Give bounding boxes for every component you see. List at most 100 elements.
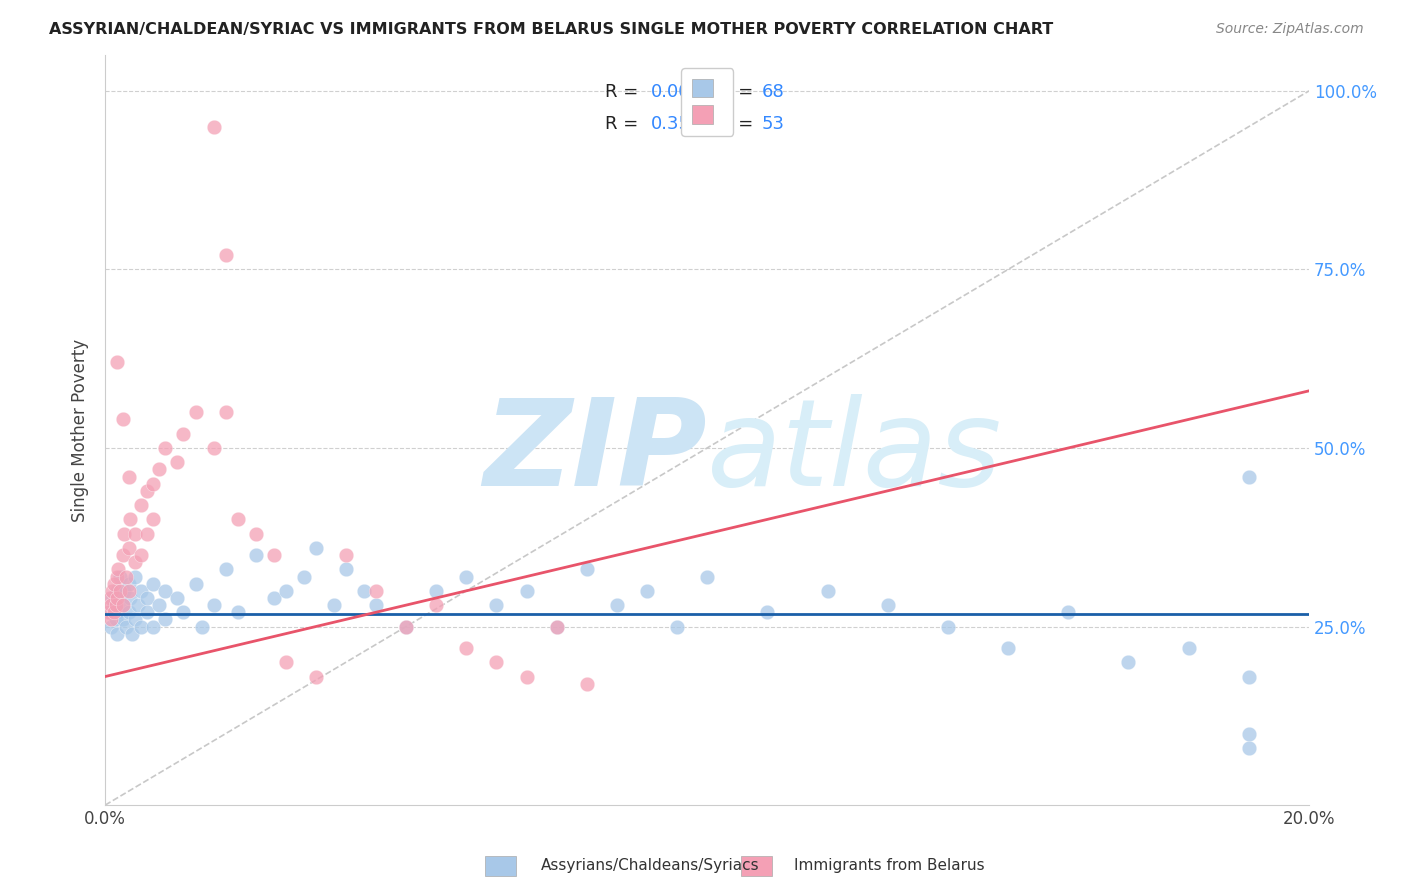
Point [124, 569, 146, 583]
Point [131, 548, 153, 562]
Point [395, 619, 418, 633]
Point [131, 619, 153, 633]
Point [364, 583, 387, 598]
Point [142, 512, 165, 526]
Point [112, 412, 135, 426]
Text: 0.003: 0.003 [651, 83, 702, 101]
Point [101, 583, 124, 598]
Point [274, 583, 297, 598]
Point [112, 598, 135, 612]
Point [245, 548, 267, 562]
Text: ZIP: ZIP [484, 394, 707, 511]
Point [105, 612, 128, 626]
Point [636, 583, 658, 598]
Text: Assyrians/Chaldeans/Syriacs: Assyrians/Chaldeans/Syriacs [541, 858, 759, 872]
Point [305, 541, 328, 555]
Point [142, 476, 165, 491]
Point [118, 605, 141, 619]
Point [876, 598, 898, 612]
Point [166, 455, 188, 469]
Point [105, 598, 128, 612]
Point [335, 562, 357, 576]
Point [107, 562, 129, 576]
Point [136, 526, 159, 541]
Point [127, 598, 149, 612]
Point [485, 598, 508, 612]
Point [323, 598, 346, 612]
Point [1118, 655, 1140, 669]
Point [110, 583, 132, 598]
Point [105, 355, 128, 369]
Point [456, 569, 478, 583]
Point [136, 605, 159, 619]
Point [202, 441, 225, 455]
Point [100, 619, 122, 633]
Point [245, 526, 267, 541]
Point [335, 548, 357, 562]
Point [263, 548, 285, 562]
Point [100, 598, 122, 612]
Point [425, 583, 447, 598]
Point [292, 569, 315, 583]
Point [155, 441, 177, 455]
Point [546, 619, 568, 633]
Point [666, 619, 689, 633]
Point [124, 555, 146, 569]
Point [118, 583, 141, 598]
Point [1057, 605, 1080, 619]
Point [817, 583, 839, 598]
Point [112, 548, 135, 562]
Point [142, 576, 165, 591]
Point [274, 655, 297, 669]
Point [184, 576, 207, 591]
Text: 0.353: 0.353 [651, 115, 702, 133]
Point [202, 598, 225, 612]
Text: Source: ZipAtlas.com: Source: ZipAtlas.com [1216, 22, 1364, 37]
Text: N =: N = [720, 115, 759, 133]
Point [148, 462, 170, 476]
Point [1237, 726, 1260, 740]
Point [1237, 740, 1260, 755]
Point [395, 619, 418, 633]
Point [997, 640, 1019, 655]
Point [226, 512, 249, 526]
Point [155, 612, 177, 626]
Point [172, 426, 194, 441]
Point [575, 562, 598, 576]
Point [115, 619, 138, 633]
Point [516, 583, 538, 598]
Point [226, 605, 249, 619]
Point [142, 619, 165, 633]
Point [115, 569, 138, 583]
Point [263, 591, 285, 605]
Point [105, 591, 128, 605]
Point [103, 605, 125, 619]
Point [121, 626, 143, 640]
Point [124, 612, 146, 626]
Point [131, 498, 153, 512]
Point [166, 591, 188, 605]
Point [105, 569, 128, 583]
Point [606, 598, 628, 612]
Point [118, 469, 141, 483]
Point [214, 405, 236, 419]
Point [98, 591, 121, 605]
Point [100, 612, 122, 626]
Point [1177, 640, 1199, 655]
Point [118, 576, 141, 591]
Point [172, 605, 194, 619]
Point [105, 583, 128, 598]
Text: N =: N = [720, 83, 759, 101]
Point [136, 591, 159, 605]
Point [112, 612, 135, 626]
Point [98, 605, 121, 619]
Point [103, 576, 125, 591]
Text: Immigrants from Belarus: Immigrants from Belarus [794, 858, 986, 872]
Point [214, 562, 236, 576]
Text: 68: 68 [761, 83, 785, 101]
Point [1237, 669, 1260, 683]
Point [305, 669, 328, 683]
Point [756, 605, 779, 619]
Point [485, 655, 508, 669]
Point [575, 676, 598, 690]
